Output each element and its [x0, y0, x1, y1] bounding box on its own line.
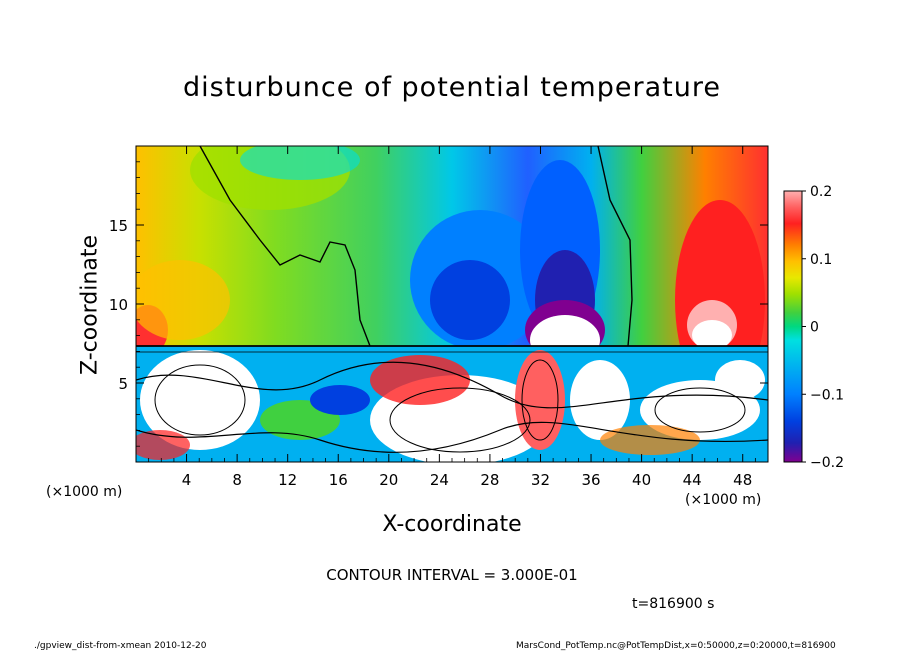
y-tick-label: 5 [118, 375, 128, 393]
colorbar-tick-label: 0.1 [810, 252, 832, 268]
x-tick-label: 36 [581, 471, 600, 489]
x-tick-label: 48 [733, 471, 752, 489]
y-tick-label: 15 [109, 217, 128, 235]
x-tick-label: 12 [278, 471, 297, 489]
x-axis-label: X-coordinate [382, 512, 522, 537]
x-tick-label: 16 [329, 471, 348, 489]
x-tick-label: 8 [232, 471, 242, 489]
contour-interval-text: CONTOUR INTERVAL = 3.000E-01 [326, 566, 578, 584]
footer-right-text: MarsCond_PotTemp.nc@PotTempDist,x=0:5000… [516, 641, 836, 651]
x-tick-label: 4 [182, 471, 192, 489]
x-tick-label: 32 [531, 471, 550, 489]
y-axis-ticks: 5 10 15 [109, 161, 768, 447]
x-tick-label: 28 [480, 471, 499, 489]
colorbar-tick-label: −0.1 [810, 387, 844, 403]
colorbar [783, 190, 803, 463]
x-tick-label: 24 [430, 471, 449, 489]
footer-left-text: ./gpview_dist-from-xmean 2010-12-20 [34, 641, 207, 651]
colorbar-ticks: 0.2 0.1 0 −0.1 −0.2 [802, 184, 844, 471]
colorbar-tick-label: 0.2 [810, 184, 832, 200]
x-tick-label: 20 [379, 471, 398, 489]
y-axis-label: Z-coordinate [77, 235, 103, 375]
chart-title: disturbunce of potential temperature [183, 72, 721, 103]
colorbar-tick-label: 0 [810, 320, 819, 336]
x-axis-ticks: 4 8 12 16 20 24 28 32 36 40 44 48 [148, 146, 756, 489]
y-tick-label: 10 [109, 296, 128, 314]
colorbar-tick-label: −0.2 [810, 455, 844, 471]
x-tick-label: 44 [683, 471, 702, 489]
time-label: t=816900 s [632, 596, 715, 612]
heatmap-field [136, 146, 768, 462]
x-unit-label-right: (×1000 m) [685, 492, 762, 508]
x-tick-label: 40 [632, 471, 651, 489]
x-unit-label-left: (×1000 m) [46, 484, 123, 500]
